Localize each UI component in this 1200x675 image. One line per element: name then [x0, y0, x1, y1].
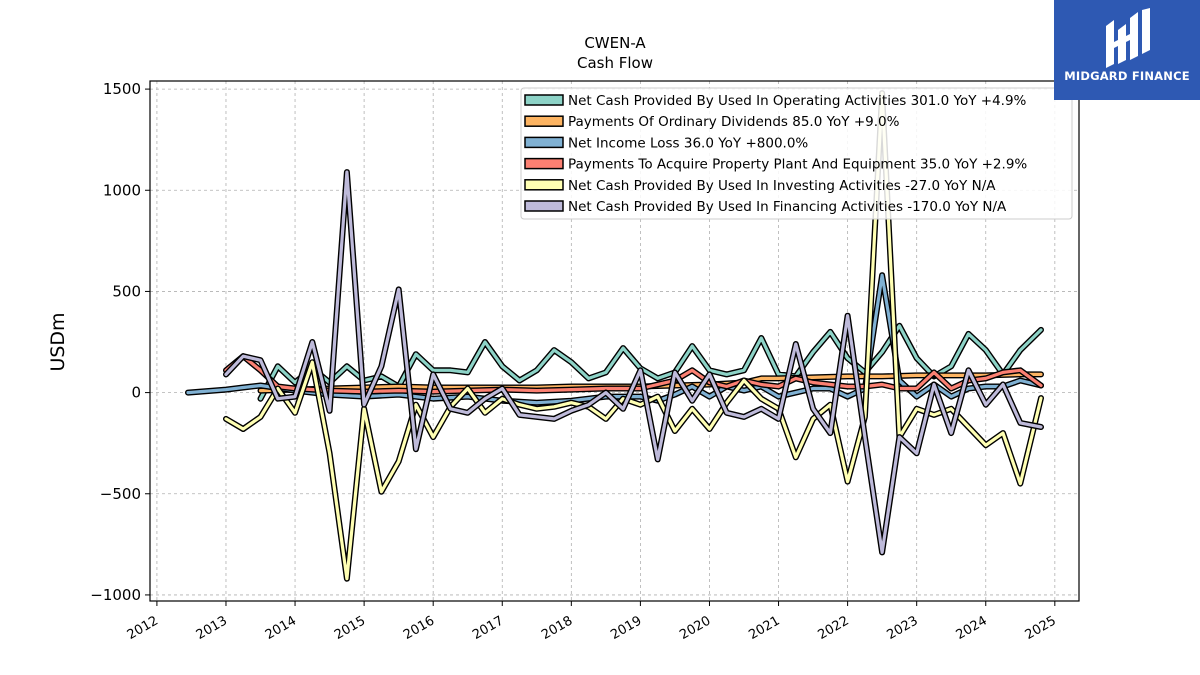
x-tick-label: 2013	[194, 613, 230, 643]
legend-swatch	[524, 136, 564, 149]
y-tick-label: 0	[131, 384, 141, 402]
y-axis-label: USDm	[47, 312, 69, 371]
x-tick-label: 2025	[1023, 613, 1059, 643]
legend-entry: Net Cash Provided By Used In Investing A…	[568, 178, 996, 194]
y-axis: 1500 1000 500 0 −500 −1000	[90, 80, 150, 604]
legend-entry: Net Cash Provided By Used In Financing A…	[568, 199, 1007, 215]
legend-swatch	[524, 115, 564, 127]
brand-logo: MIDGARD FINANCE	[1054, 0, 1200, 100]
x-tick-label: 2024	[954, 613, 990, 643]
y-tick-label: −500	[100, 485, 141, 503]
series-line	[224, 91, 1043, 581]
legend-entry: Payments To Acquire Property Plant And E…	[568, 157, 1027, 173]
series-line	[224, 170, 1043, 555]
x-tick-label: 2022	[815, 613, 851, 643]
y-tick-label: −1000	[90, 586, 141, 604]
legend-entry: Net Income Loss 36.0 YoY +800.0%	[568, 135, 808, 151]
x-tick-label: 2021	[746, 613, 782, 643]
x-tick-label: 2014	[263, 613, 299, 643]
x-tick-label: 2016	[401, 613, 437, 643]
legend-swatch	[524, 200, 564, 212]
legend-box	[520, 87, 1073, 220]
plot-frame	[149, 80, 1080, 602]
x-tick-label: 2020	[677, 613, 713, 643]
chart-title: CWEN-A	[584, 34, 646, 52]
y-tick-label: 500	[112, 282, 141, 300]
legend-swatch	[524, 179, 564, 191]
series-lines	[185, 90, 1044, 582]
y-tick-label: 1500	[103, 80, 141, 98]
y-tick-label: 1000	[103, 181, 141, 199]
x-tick-label: 2017	[470, 613, 506, 643]
x-tick-label: 2019	[608, 613, 644, 643]
brand-name: MIDGARD FINANCE	[1064, 69, 1190, 83]
x-axis: 2012 2013 2014 2015 2016 2017 2018 2019 2020 2021…	[125, 601, 1059, 643]
series-line	[258, 324, 1043, 401]
legend-swatch	[524, 157, 564, 170]
x-tick-label: 2015	[332, 613, 368, 643]
x-tick-label: 2023	[885, 613, 921, 643]
legend-entry: Net Cash Provided By Used In Operating A…	[568, 93, 1027, 109]
legend-entry: Payments Of Ordinary Dividends 85.0 YoY …	[568, 114, 900, 130]
brand-mark-icon	[1106, 8, 1150, 68]
x-tick-label: 2018	[539, 613, 575, 643]
legend-swatch	[524, 94, 564, 106]
x-tick-label: 2012	[125, 613, 161, 643]
legend: Net Cash Provided By Used In Operating A…	[520, 87, 1073, 220]
chart-subtitle: Cash Flow	[577, 54, 653, 72]
